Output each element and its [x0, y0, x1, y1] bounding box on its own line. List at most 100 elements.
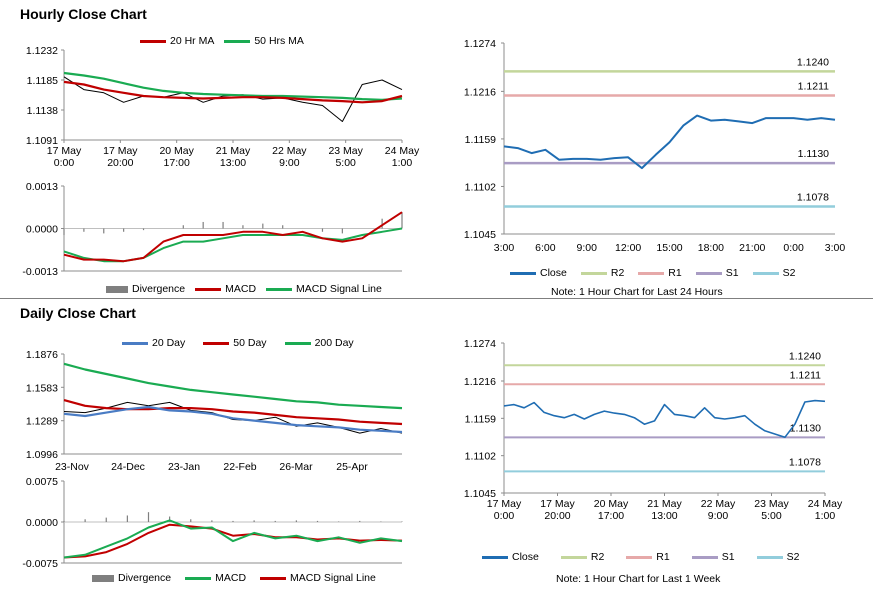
legend-item: 50 Day — [203, 337, 267, 349]
y-tick-label: 1.1159 — [465, 134, 496, 146]
y-tick-label: 0.0013 — [26, 181, 58, 193]
hourly-close-note: Note: 1 Hour Chart for Last 24 Hours — [551, 286, 723, 298]
daily-200-day-line — [63, 362, 403, 410]
y-tick-label: 1.1138 — [27, 105, 58, 117]
x-tick-label: 17 May — [47, 145, 82, 157]
x-tick-label: 15:00 — [656, 242, 682, 254]
x-tick-label: 13:00 — [651, 510, 677, 522]
legend-label: MACD — [225, 283, 257, 295]
legend-item: S1 — [691, 551, 735, 563]
legend-item: R1 — [638, 267, 682, 279]
legend-swatch — [92, 574, 114, 582]
level-label-s2: 1.1078 — [797, 191, 829, 203]
x-tick-label: 22 May — [272, 145, 307, 157]
legend-item: R2 — [580, 267, 625, 279]
level-label-s1: 1.1130 — [798, 148, 829, 160]
x-tick-label: 0:00 — [783, 242, 804, 254]
legend-label: 20 Day — [152, 337, 186, 349]
legend-label: S1 — [725, 267, 739, 279]
hourly-close-line — [503, 114, 836, 170]
x-tick-label: 26-Mar — [279, 461, 313, 473]
x-tick-label: 22-Feb — [223, 461, 256, 473]
legend-swatch — [691, 555, 718, 559]
x-tick-label: 18:00 — [698, 242, 724, 254]
y-tick-label: 1.1045 — [464, 229, 496, 241]
legend-label: S2 — [786, 551, 800, 563]
x-tick-label: 3:00 — [494, 242, 515, 254]
level-label-r1: 1.1211 — [798, 81, 829, 93]
x-tick-label: 23 May — [328, 145, 363, 157]
y-tick-label: 1.1091 — [26, 135, 58, 147]
legend-label: Divergence — [118, 572, 172, 584]
x-tick-label: 21 May — [216, 145, 251, 157]
x-tick-label: 17 May — [103, 145, 138, 157]
legend-swatch — [752, 271, 779, 275]
y-tick-label: -0.0013 — [22, 266, 58, 278]
y-tick-label: 0.0075 — [26, 476, 58, 488]
x-tick-label: 20 May — [159, 145, 194, 157]
y-tick-label: 1.1289 — [26, 416, 58, 428]
legend-swatch — [203, 341, 230, 345]
daily-50-day-line — [63, 399, 403, 426]
x-tick-label: 20:00 — [544, 510, 570, 522]
legend-item: Close — [510, 267, 567, 279]
y-tick-label: -0.0075 — [22, 558, 58, 570]
x-tick-label: 23-Jan — [168, 461, 200, 473]
y-tick-label: 1.1232 — [26, 45, 58, 57]
legend-swatch — [122, 341, 148, 345]
daily-close-note: Note: 1 Hour Chart for Last 1 Week — [556, 573, 721, 585]
legend-swatch — [560, 555, 587, 559]
level-label-s2: 1.1078 — [789, 456, 821, 468]
legend-label: 200 Day — [314, 337, 354, 349]
x-tick-label: 25-Apr — [336, 461, 368, 473]
x-tick-label: 1:00 — [392, 157, 413, 169]
legend-label: 50 Day — [233, 337, 267, 349]
legend-label: 50 Hrs MA — [254, 35, 304, 47]
legend-item: 50 Hrs MA — [224, 35, 304, 47]
legend-swatch — [510, 271, 536, 275]
hourly-section-title: Hourly Close Chart — [20, 6, 147, 22]
legend-swatch — [106, 285, 128, 293]
legend-item: Divergence — [106, 283, 185, 295]
y-tick-label: 1.1274 — [464, 38, 496, 50]
legend-label: R2 — [590, 551, 605, 563]
x-tick-label: 13:00 — [220, 157, 246, 169]
x-tick-label: 1:00 — [815, 510, 836, 522]
level-label-r2: 1.1240 — [789, 350, 821, 362]
hourly-price-legend: 20 Hr MA 50 Hrs MA — [140, 35, 314, 47]
y-tick-label: 1.0996 — [26, 449, 58, 461]
legend-item: 200 Day — [284, 337, 354, 349]
x-tick-label: 20 May — [594, 498, 629, 510]
legend-item: MACD Signal Line — [266, 283, 382, 295]
daily-close-legend: Close R2 R1 S1 S2 — [482, 551, 809, 563]
legend-label: MACD Signal Line — [290, 572, 376, 584]
x-tick-label: 23-Nov — [55, 461, 90, 473]
legend-label: R2 — [610, 267, 625, 279]
legend-label: Divergence — [132, 283, 186, 295]
level-label-r1: 1.1211 — [790, 369, 821, 381]
legend-label: 20 Hr MA — [170, 35, 215, 47]
legend-item: MACD — [195, 283, 256, 295]
daily-20-day-line — [63, 405, 403, 434]
legend-swatch — [195, 287, 222, 291]
daily-macd-line — [63, 519, 403, 559]
x-tick-label: 9:00 — [708, 510, 729, 522]
y-tick-label: 1.1185 — [27, 75, 58, 87]
legend-swatch — [695, 271, 722, 275]
daily-price-legend: 20 Day 50 Day 200 Day — [122, 337, 364, 349]
legend-item: S2 — [756, 551, 800, 563]
legend-item: MACD Signal Line — [260, 572, 376, 584]
legend-swatch — [140, 39, 166, 43]
hourly-macd-line — [63, 211, 403, 263]
legend-item: S1 — [695, 267, 739, 279]
y-tick-label: 1.1216 — [464, 86, 496, 98]
legend-label: S2 — [782, 267, 796, 279]
legend-swatch — [626, 555, 653, 559]
legend-swatch — [580, 271, 607, 275]
legend-item: Divergence — [92, 572, 171, 584]
x-tick-label: 23 May — [754, 498, 789, 510]
legend-swatch — [260, 576, 287, 580]
level-label-r2: 1.1240 — [797, 56, 829, 68]
legend-item: R1 — [626, 551, 670, 563]
x-tick-label: 21:00 — [739, 242, 765, 254]
